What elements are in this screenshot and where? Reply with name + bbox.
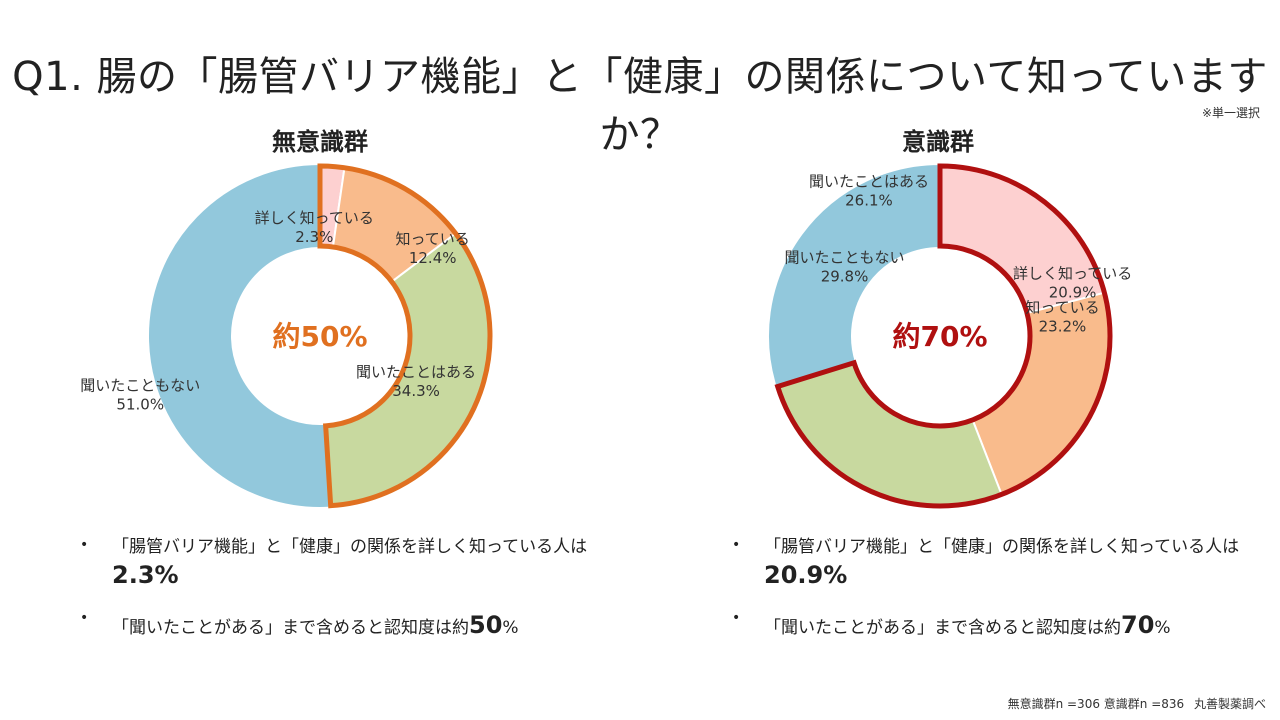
footer: 無意識群n =306 意識群n =836 丸善製薬調べ xyxy=(1008,695,1266,712)
source-credit: 丸善製薬調べ xyxy=(1193,697,1266,711)
slice-label: 聞いたことはある xyxy=(356,363,476,381)
slice-value-label: 20.9% xyxy=(1049,283,1097,301)
summary-unit: % xyxy=(502,618,519,639)
slice-label: 詳しく知っている xyxy=(255,209,374,227)
sample-size: 無意識群n =306 意識群n =836 xyxy=(1007,697,1185,711)
highlight-outline xyxy=(774,163,1113,509)
center-awareness-label: 約70% xyxy=(892,320,987,353)
summary-item-awareness: 「聞いたことがある」まで含めると認知度は約50% xyxy=(80,609,640,641)
slice-label: 詳しく知っている xyxy=(1013,264,1132,282)
slice-value-label: 2.3% xyxy=(295,228,333,246)
page-title: Q1. 腸の「腸管バリア機能」と「健康」の関係について知っていますか？ xyxy=(12,54,1268,158)
slice-value-label: 23.2% xyxy=(1039,318,1087,336)
highlight-outline xyxy=(317,163,493,509)
slice-label: 聞いたこともない xyxy=(80,376,200,394)
summary-unaware: 「腸管バリア機能」と「健康」の関係を詳しく知っている人は 2.3% 「聞いたこと… xyxy=(80,536,640,660)
chart-panel-aware: 意識群 詳しく知っている 20.9% 知っている 23.2% 聞いたことはある 26.1%… xyxy=(700,118,1220,538)
slice-value-label: 34.3% xyxy=(392,382,440,400)
chart-panel-unaware: 無意識群 詳しく知っている 2.3% 知っている 12.4% 聞いたことはある 34.3%… xyxy=(60,118,580,538)
slice-label: 知っている xyxy=(396,230,470,248)
slice-label: 聞いたことはある xyxy=(809,172,929,190)
summary-item-detail: 「腸管バリア機能」と「健康」の関係を詳しく知っている人は 2.3% xyxy=(80,536,640,591)
slice-value-label: 29.8% xyxy=(821,268,869,286)
summary-item-awareness: 「聞いたことがある」まで含めると認知度は約70% xyxy=(732,609,1280,641)
selection-note: ※単一選択 xyxy=(1201,106,1260,120)
summary-unit: % xyxy=(1154,618,1171,639)
summary-value: 20.9% xyxy=(764,560,848,589)
chart-title-aware: 意識群 xyxy=(902,128,974,156)
slice-heard xyxy=(774,360,1004,509)
slice-value-label: 51.0% xyxy=(116,395,164,413)
slice-value-label: 12.4% xyxy=(409,249,457,267)
slice-value-label: 26.1% xyxy=(845,191,893,209)
summary-value: 70 xyxy=(1121,611,1155,640)
summary-value: 2.3% xyxy=(112,560,179,589)
summary-text: 「聞いたことがある」まで含めると認知度は約 xyxy=(112,618,469,639)
summary-text: 「聞いたことがある」まで含めると認知度は約 xyxy=(764,618,1121,639)
summary-text: 「腸管バリア機能」と「健康」の関係を詳しく知っている人は xyxy=(112,537,588,557)
chart-title-unaware: 無意識群 xyxy=(272,128,368,156)
summary-item-detail: 「腸管バリア機能」と「健康」の関係を詳しく知っている人は 20.9% xyxy=(732,536,1280,591)
summary-text: 「腸管バリア機能」と「健康」の関係を詳しく知っている人は xyxy=(764,537,1240,557)
slice-never xyxy=(147,162,332,509)
center-awareness-label: 約50% xyxy=(272,320,367,353)
slice-label: 知っている xyxy=(1025,299,1099,317)
slice-never xyxy=(767,162,941,389)
summary-aware: 「腸管バリア機能」と「健康」の関係を詳しく知っている人は 20.9% 「聞いたこ… xyxy=(732,536,1280,660)
summary-value: 50 xyxy=(469,611,503,640)
slice-label: 聞いたこともない xyxy=(785,249,905,267)
